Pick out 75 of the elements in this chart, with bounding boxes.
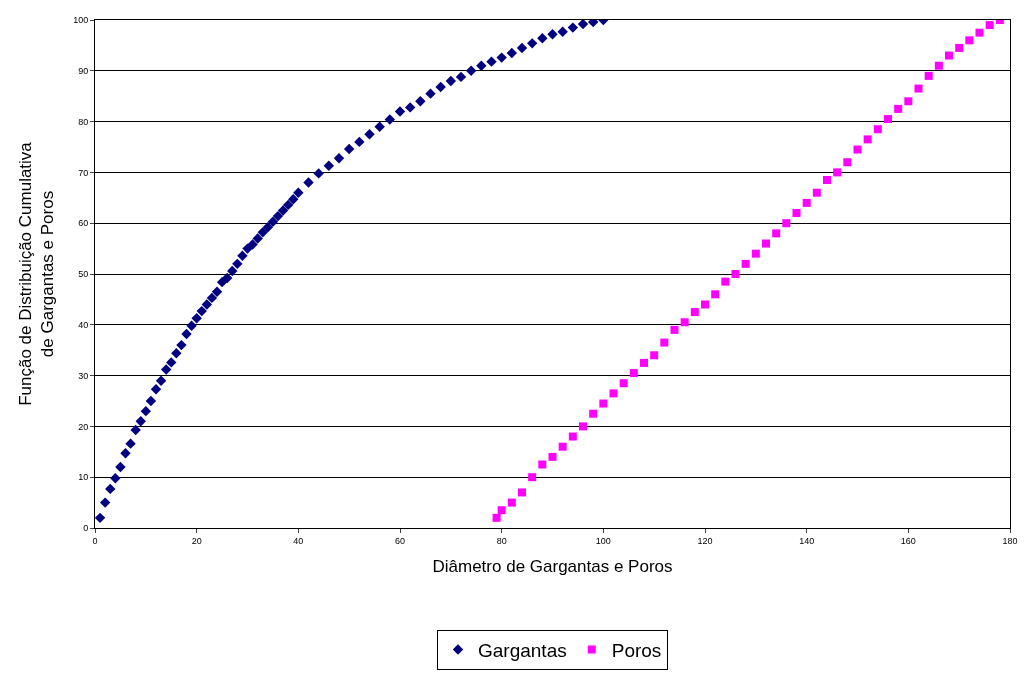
point <box>609 389 618 398</box>
y-tick-label: 20 <box>78 421 89 432</box>
x-axis-title: Diâmetro de Gargantas e Poros <box>432 557 673 577</box>
point <box>640 358 648 367</box>
x-tick-label: 0 <box>92 535 98 546</box>
legend-label: Gargantas <box>478 639 567 661</box>
point <box>711 290 720 299</box>
point <box>548 452 557 461</box>
y-axis-title: Função de Distribuição Cumulativa de Gargantas e Poros <box>15 141 57 406</box>
point <box>507 498 516 507</box>
point <box>680 318 689 327</box>
x-tick-label: 160 <box>900 535 916 546</box>
point <box>873 125 882 134</box>
point <box>497 506 506 515</box>
point <box>558 442 567 451</box>
point <box>772 229 781 238</box>
point <box>762 239 770 248</box>
y-tick-label: 100 <box>73 15 89 26</box>
point <box>731 270 740 278</box>
point <box>619 379 628 388</box>
point <box>833 168 842 177</box>
point <box>690 308 699 317</box>
point <box>589 409 598 418</box>
y-tick-label: 0 <box>83 523 89 534</box>
point <box>650 351 659 360</box>
x-tick-label: 80 <box>496 535 507 546</box>
y-tick-label: 30 <box>78 370 89 381</box>
x-tick-label: 60 <box>394 535 406 546</box>
point <box>518 488 526 497</box>
y-tick-label: 70 <box>78 167 89 178</box>
point <box>802 198 811 207</box>
point <box>955 43 964 52</box>
point <box>568 432 577 441</box>
point <box>853 145 862 154</box>
x-tick-label: 40 <box>293 535 304 546</box>
point <box>965 36 974 45</box>
point <box>629 369 638 378</box>
y-tick-label: 10 <box>78 472 89 483</box>
point <box>985 21 994 30</box>
point <box>751 249 760 258</box>
point <box>945 51 953 60</box>
point <box>884 115 892 124</box>
point <box>843 158 852 167</box>
y-tick-label: 60 <box>78 218 89 229</box>
x-tick-label: 120 <box>697 535 713 546</box>
y-tick-label: 80 <box>78 116 89 127</box>
point <box>934 61 943 70</box>
point <box>792 209 801 218</box>
point <box>975 28 984 37</box>
point <box>670 325 679 334</box>
point <box>579 422 587 431</box>
x-tick-label: 140 <box>799 535 815 546</box>
point <box>894 104 903 113</box>
point <box>660 338 669 347</box>
x-tick-label: 100 <box>595 535 611 546</box>
point <box>914 84 923 93</box>
point <box>741 259 750 268</box>
point <box>599 399 608 408</box>
point <box>823 176 831 185</box>
point <box>924 71 933 80</box>
point <box>782 219 791 228</box>
x-tick-label: 180 <box>1002 535 1018 546</box>
point <box>904 97 913 106</box>
legend-label: Poros <box>611 639 662 661</box>
y-tick-label: 90 <box>78 65 89 76</box>
point <box>701 300 709 309</box>
point <box>863 135 872 144</box>
y-tick-label: 40 <box>78 319 89 330</box>
y-tick-label: 50 <box>78 269 89 280</box>
point <box>528 473 537 482</box>
x-tick-label: 20 <box>191 535 202 546</box>
point <box>492 513 501 522</box>
point <box>721 277 730 286</box>
point <box>812 188 821 197</box>
point <box>538 460 547 469</box>
